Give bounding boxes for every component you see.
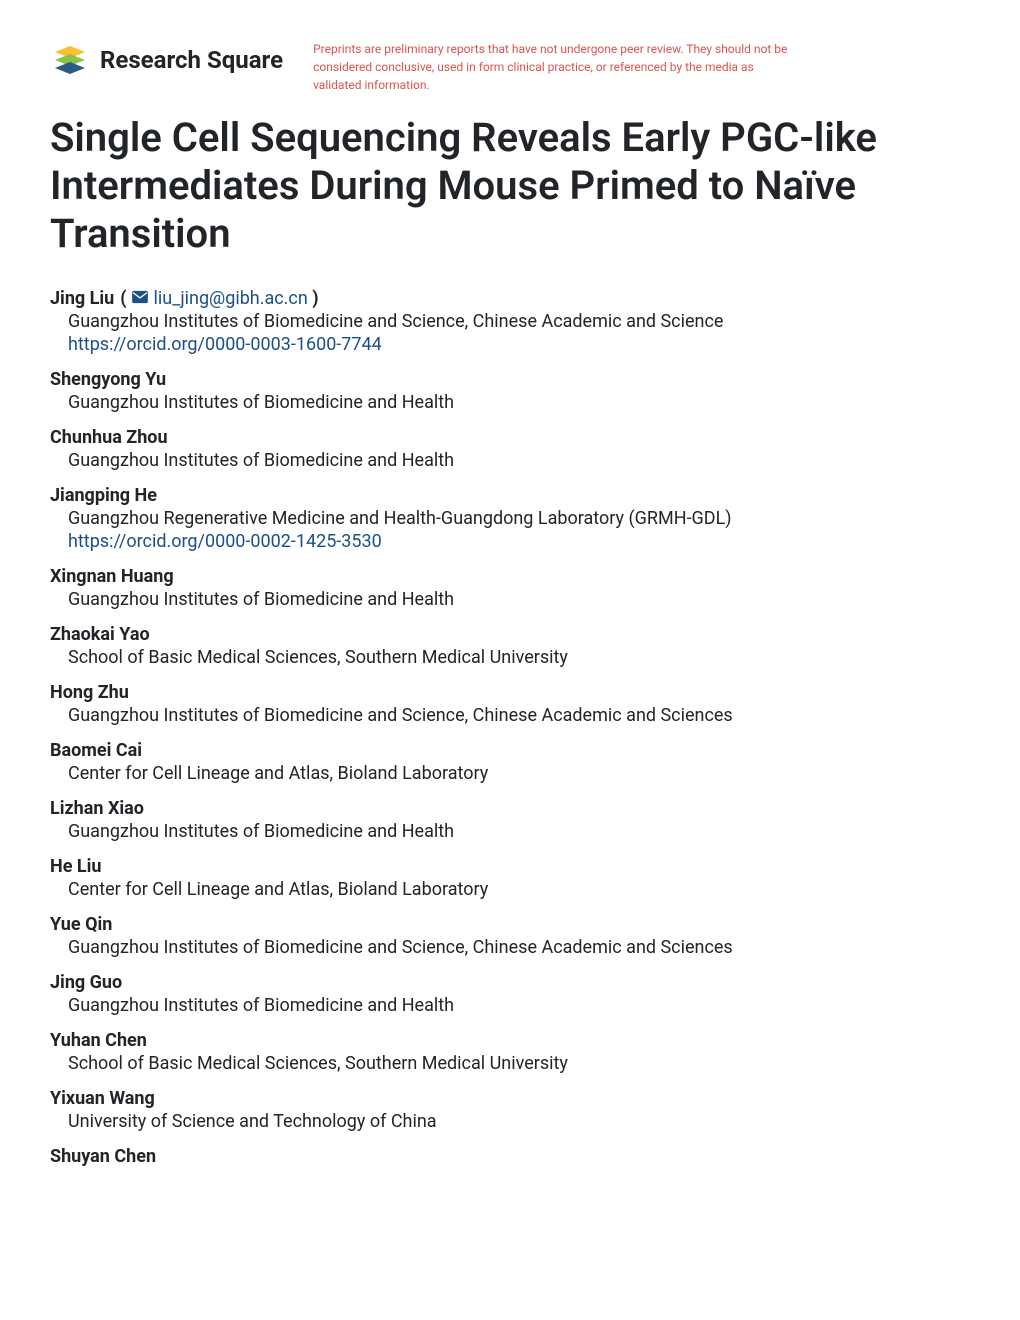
author-affiliation: Guangzhou Institutes of Biomedicine and … [68,995,970,1016]
author-name: Yue Qin [50,914,970,935]
author-block: Lizhan XiaoGuangzhou Institutes of Biome… [50,798,970,842]
author-block: Jiangping HeGuangzhou Regenerative Medic… [50,485,970,552]
author-affiliation: Guangzhou Institutes of Biomedicine and … [68,392,970,413]
author-name: Jing Guo [50,972,970,993]
author-block: Yuhan ChenSchool of Basic Medical Scienc… [50,1030,970,1074]
preprint-disclaimer: Preprints are preliminary reports that h… [313,40,793,94]
author-block: He LiuCenter for Cell Lineage and Atlas,… [50,856,970,900]
paper-title: Single Cell Sequencing Reveals Early PGC… [50,114,970,258]
logo-text: Research Square [100,46,283,74]
author-name-text: Jing Liu [50,288,114,309]
author-affiliation: School of Basic Medical Sciences, Southe… [68,647,970,668]
email-icon [131,290,149,304]
authors-list: Jing Liu ( liu_jing@gibh.ac.cn )Guangzho… [50,288,970,1167]
author-name-text: Yixuan Wang [50,1088,155,1109]
author-orcid-link[interactable]: https://orcid.org/0000-0002-1425-3530 [68,531,970,552]
author-block: Zhaokai YaoSchool of Basic Medical Scien… [50,624,970,668]
research-square-logo-icon [50,40,90,80]
author-name: Baomei Cai [50,740,970,761]
author-name: Yixuan Wang [50,1088,970,1109]
logo-container: Research Square [50,40,283,80]
author-affiliation: Guangzhou Institutes of Biomedicine and … [68,589,970,610]
author-block: Chunhua ZhouGuangzhou Institutes of Biom… [50,427,970,471]
author-name-text: Zhaokai Yao [50,624,150,645]
author-name: Jing Liu ( liu_jing@gibh.ac.cn ) [50,288,970,309]
author-name-text: Yue Qin [50,914,112,935]
author-name-text: Xingnan Huang [50,566,174,587]
author-block: Baomei CaiCenter for Cell Lineage and At… [50,740,970,784]
author-block: Hong ZhuGuangzhou Institutes of Biomedic… [50,682,970,726]
author-name-text: Yuhan Chen [50,1030,147,1051]
author-block: Xingnan HuangGuangzhou Institutes of Bio… [50,566,970,610]
author-affiliation: Center for Cell Lineage and Atlas, Biola… [68,879,970,900]
author-name-text: Jiangping He [50,485,157,506]
author-block: Shuyan Chen [50,1146,970,1167]
author-block: Yixuan WangUniversity of Science and Tec… [50,1088,970,1132]
author-affiliation: Guangzhou Institutes of Biomedicine and … [68,821,970,842]
author-email-link[interactable]: liu_jing@gibh.ac.cn [154,288,308,309]
author-affiliation: Guangzhou Institutes of Biomedicine and … [68,311,970,332]
author-name: He Liu [50,856,970,877]
author-affiliation: Guangzhou Institutes of Biomedicine and … [68,450,970,471]
author-name: Xingnan Huang [50,566,970,587]
author-affiliation: Guangzhou Institutes of Biomedicine and … [68,937,970,958]
author-name-text: Baomei Cai [50,740,142,761]
author-name-text: Jing Guo [50,972,122,993]
author-name-text: Shengyong Yu [50,369,166,390]
author-affiliation: Guangzhou Institutes of Biomedicine and … [68,705,970,726]
author-name-text: Shuyan Chen [50,1146,156,1167]
author-block: Yue QinGuangzhou Institutes of Biomedici… [50,914,970,958]
author-name: Zhaokai Yao [50,624,970,645]
author-name: Lizhan Xiao [50,798,970,819]
author-name: Jiangping He [50,485,970,506]
author-name-text: Chunhua Zhou [50,427,168,448]
author-orcid-link[interactable]: https://orcid.org/0000-0003-1600-7744 [68,334,970,355]
author-name: Shengyong Yu [50,369,970,390]
author-affiliation: Guangzhou Regenerative Medicine and Heal… [68,508,970,529]
author-name: Shuyan Chen [50,1146,970,1167]
author-name-text: He Liu [50,856,102,877]
author-affiliation: School of Basic Medical Sciences, Southe… [68,1053,970,1074]
author-name-text: Lizhan Xiao [50,798,144,819]
author-name-text: Hong Zhu [50,682,129,703]
author-affiliation: University of Science and Technology of … [68,1111,970,1132]
author-block: Shengyong YuGuangzhou Institutes of Biom… [50,369,970,413]
author-block: Jing Liu ( liu_jing@gibh.ac.cn )Guangzho… [50,288,970,355]
author-name: Hong Zhu [50,682,970,703]
author-name: Chunhua Zhou [50,427,970,448]
author-block: Jing GuoGuangzhou Institutes of Biomedic… [50,972,970,1016]
author-affiliation: Center for Cell Lineage and Atlas, Biola… [68,763,970,784]
corresponding-author-paren: ( liu_jing@gibh.ac.cn ) [120,288,318,309]
header-row: Research Square Preprints are preliminar… [50,40,970,94]
author-name: Yuhan Chen [50,1030,970,1051]
